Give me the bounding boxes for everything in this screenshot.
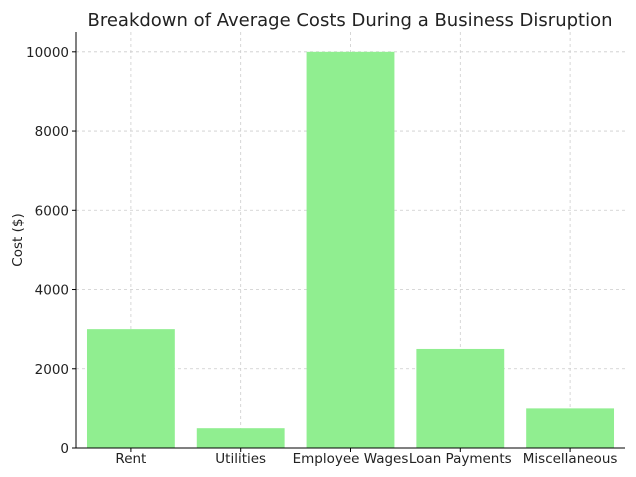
bar (306, 51, 395, 449)
ticks: 0 2000 4000 6000 8000 10000 Rent Utilities Emplo… (26, 45, 617, 467)
y-tick-label: 6000 (35, 203, 69, 219)
y-tick-label: 4000 (35, 283, 69, 299)
chart-title: Breakdown of Average Costs During a Busi… (87, 10, 612, 31)
x-tick-label: Employee Wages (293, 451, 409, 467)
bar (86, 329, 175, 448)
bar (416, 348, 505, 448)
y-tick-label: 8000 (35, 124, 69, 140)
bar (526, 408, 615, 448)
y-tick-label: 10000 (26, 45, 69, 61)
bars (86, 51, 615, 449)
x-tick-label: Rent (115, 451, 146, 467)
bar (196, 428, 285, 448)
y-tick-label: 2000 (35, 362, 69, 378)
y-axis-label: Cost ($) (10, 213, 26, 266)
x-tick-label: Miscellaneous (523, 451, 618, 467)
x-tick-label: Utilities (215, 451, 266, 467)
y-tick-label: 0 (60, 441, 69, 457)
x-tick-label: Loan Payments (409, 451, 512, 467)
